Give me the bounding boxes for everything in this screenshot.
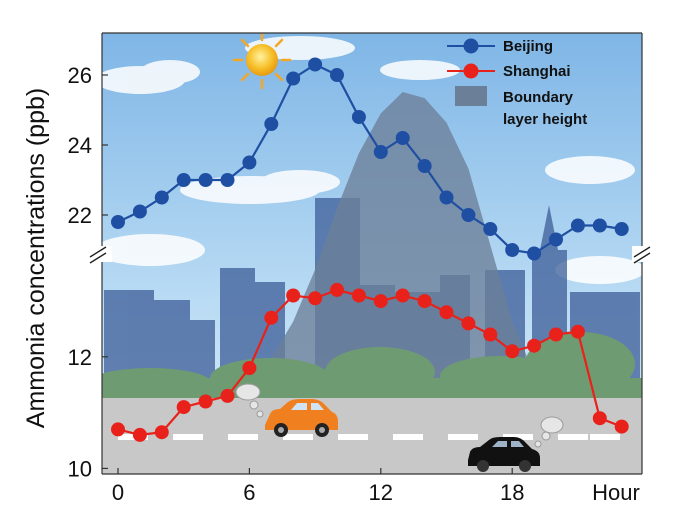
data-point-shanghai-11 <box>351 288 366 303</box>
legend-entry-boundary-layer: Boundary layer height <box>455 86 587 128</box>
data-point-beijing-10 <box>330 68 344 82</box>
x-tick-label: 0 <box>112 480 124 505</box>
data-point-beijing-22 <box>592 218 607 233</box>
clouds <box>102 36 642 284</box>
legend-entry-beijing: Beijing <box>447 38 553 55</box>
data-point-beijing-0 <box>111 215 125 229</box>
y-axis-label: Ammonia concentrations (ppb) <box>22 88 50 428</box>
data-point-shanghai-7 <box>264 310 279 325</box>
legend-label-shanghai: Shanghai <box>503 63 571 80</box>
black-car <box>468 437 540 472</box>
data-point-shanghai-9 <box>308 291 323 306</box>
series-layer <box>111 57 629 442</box>
y-tick-label: 12 <box>68 345 92 370</box>
data-point-shanghai-16 <box>461 316 476 331</box>
boundary-layer-area <box>118 92 622 398</box>
data-point-shanghai-13 <box>395 288 410 303</box>
data-point-beijing-12 <box>373 145 388 159</box>
legend: Beijing Shanghai Boundary layer height <box>447 38 587 128</box>
y-ticks: 22 24 26 10 12 <box>68 63 108 481</box>
x-ticks: 0 6 12 18 <box>112 468 524 505</box>
background-scene <box>102 33 642 474</box>
data-point-beijing-3 <box>176 173 191 187</box>
x-tick-label: 12 <box>369 480 393 505</box>
data-point-beijing-15 <box>439 190 454 205</box>
data-point-shanghai-4 <box>198 394 213 409</box>
data-point-shanghai-21 <box>570 324 585 339</box>
road-markings <box>118 434 620 440</box>
data-point-shanghai-14 <box>417 294 432 309</box>
legend-entry-shanghai: Shanghai <box>447 63 571 80</box>
y-tick-label: 26 <box>68 63 92 88</box>
y-tick-label: 22 <box>68 203 92 228</box>
data-point-shanghai-3 <box>176 400 191 415</box>
data-point-beijing-13 <box>395 131 410 145</box>
sun-icon <box>232 33 292 90</box>
data-point-shanghai-10 <box>330 282 344 297</box>
data-point-beijing-1 <box>132 204 147 219</box>
axis-break-marks <box>88 246 656 264</box>
data-point-beijing-19 <box>527 246 542 261</box>
data-point-shanghai-0 <box>111 422 125 437</box>
data-point-shanghai-22 <box>592 411 607 426</box>
data-point-beijing-5 <box>220 173 235 187</box>
data-point-shanghai-8 <box>286 288 301 303</box>
data-point-beijing-4 <box>198 173 213 187</box>
legend-label-boundary-layer-line2: layer height <box>503 111 587 128</box>
y-tick-label: 10 <box>68 456 92 481</box>
data-point-beijing-23 <box>614 222 629 236</box>
legend-label-boundary-layer-line1: Boundary <box>503 89 574 106</box>
exhaust-smoke <box>235 383 564 448</box>
data-point-shanghai-19 <box>527 338 542 353</box>
data-point-beijing-6 <box>242 155 257 170</box>
data-point-beijing-9 <box>308 57 323 72</box>
data-point-shanghai-1 <box>132 427 147 442</box>
data-point-beijing-20 <box>549 232 563 247</box>
legend-label-beijing: Beijing <box>503 38 553 55</box>
data-point-beijing-8 <box>286 71 301 86</box>
data-point-beijing-17 <box>483 222 498 236</box>
data-point-shanghai-17 <box>483 327 498 342</box>
data-point-shanghai-18 <box>505 344 520 359</box>
orange-car <box>265 399 338 437</box>
data-point-shanghai-23 <box>614 419 629 434</box>
data-point-shanghai-12 <box>373 294 388 309</box>
data-point-shanghai-20 <box>549 327 563 342</box>
x-axis-label: Hour <box>592 480 640 505</box>
data-point-beijing-2 <box>154 190 169 205</box>
x-tick-label: 6 <box>243 480 255 505</box>
data-point-shanghai-6 <box>242 361 257 375</box>
data-point-beijing-7 <box>264 117 279 131</box>
data-point-beijing-21 <box>570 218 585 233</box>
y-tick-label: 24 <box>68 133 92 158</box>
data-point-shanghai-5 <box>220 388 235 403</box>
x-tick-label: 18 <box>500 480 524 505</box>
data-point-beijing-11 <box>351 110 366 124</box>
data-point-beijing-18 <box>505 243 520 257</box>
data-point-beijing-16 <box>461 208 476 222</box>
data-point-shanghai-2 <box>154 425 169 440</box>
data-point-shanghai-15 <box>439 305 454 320</box>
data-point-beijing-14 <box>417 159 432 173</box>
